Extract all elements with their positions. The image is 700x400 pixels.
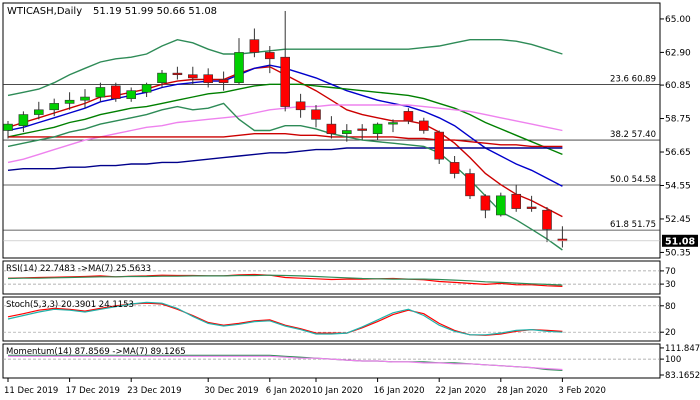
indicator-tick-label: 30 <box>665 280 676 290</box>
candle-body <box>234 52 244 83</box>
candle-body <box>326 123 337 134</box>
date-tick-label: 23 Dec 2019 <box>127 386 181 396</box>
candle-body <box>388 122 398 125</box>
candle-body <box>111 85 121 99</box>
date-tick-label: 6 Jan 2020 <box>266 386 312 396</box>
price-tick-label: 54.55 <box>665 181 691 191</box>
date-tick-label: 16 Jan 2020 <box>374 386 425 396</box>
chart-header-symbol: WTICASH,Daily <box>7 6 82 17</box>
price-tick-label: 60.85 <box>665 81 691 91</box>
price-tick-label: 56.65 <box>665 148 691 158</box>
main-panel-frame <box>2 2 661 259</box>
candle-body <box>18 114 29 127</box>
indicator-tick-label: 80 <box>665 302 676 312</box>
indicator-panel-label: Momentum(14) 87.8569 ->MA(7) 89.1265 <box>6 347 186 357</box>
indicator-panels: 70 30 RSI(14) 22.7483 ->MA(7) 25.5633 80 20 S… <box>2 260 700 381</box>
candle-body <box>95 87 106 98</box>
date-tick-label: 3 Feb 2020 <box>558 386 606 396</box>
indicator-tick-label: 70 <box>665 267 676 277</box>
candle-body <box>418 120 429 131</box>
overlay-line <box>7 147 563 171</box>
chart-header-ohlc: 51.19 51.99 50.66 51.08 <box>93 6 217 17</box>
candle-body <box>295 101 306 111</box>
indicator-panel-frame <box>2 260 661 295</box>
candle-body <box>141 83 152 93</box>
candle-body <box>495 195 506 216</box>
candle-body <box>480 195 491 211</box>
candle-body <box>249 39 260 53</box>
candle-body <box>449 162 460 174</box>
indicator-line <box>7 274 563 286</box>
indicator-line <box>7 273 563 287</box>
indicator-tick-label: 111.8472 <box>665 344 700 354</box>
candle-body <box>157 72 167 83</box>
price-tick-label: 52.45 <box>665 215 691 225</box>
price-tick-label: 50.35 <box>665 248 691 258</box>
candle-body <box>341 130 352 134</box>
candle-body <box>64 99 75 104</box>
indicator-tick-label: 83.1652 <box>665 371 700 381</box>
candle-body <box>80 96 90 101</box>
candle-body <box>188 74 198 79</box>
candle-body <box>311 109 321 120</box>
candle-body <box>126 90 136 99</box>
candle-body <box>203 74 213 83</box>
candle-body <box>465 173 475 197</box>
date-tick-label: 11 Dec 2019 <box>4 386 58 396</box>
indicator-panel-label: Stoch(5,3,3) 20.3901 24.1153 <box>6 300 134 310</box>
candle-body <box>172 72 183 76</box>
candle-body <box>280 56 291 107</box>
overlay-line <box>8 132 563 148</box>
indicator-panel-label: RSI(14) 22.7483 ->MA(7) 25.5633 <box>6 264 151 274</box>
candle-body <box>542 209 552 230</box>
last-price-box <box>662 234 698 247</box>
candle-body <box>403 111 414 122</box>
candle-body <box>511 193 522 209</box>
date-axis: 11 Dec 2019 17 Dec 2019 23 Dec 2019 30 Dec … <box>4 378 606 396</box>
main-price-panel: 65.00 62.90 60.85 58.75 56.65 54.55 52.45 50.35… <box>2 2 698 259</box>
price-tick-label: 65.00 <box>665 15 691 25</box>
date-tick-label: 22 Jan 2020 <box>435 386 486 396</box>
indicator-line <box>7 301 563 336</box>
candle-body <box>49 103 60 111</box>
indicator-line <box>8 355 563 371</box>
date-tick-label: 17 Dec 2019 <box>66 386 120 396</box>
fib-level-label: 50.0 54.58 <box>610 175 656 185</box>
indicator-panel-frame <box>2 296 661 342</box>
fib-level-label: 38.2 57.40 <box>610 130 656 140</box>
date-tick-label: 10 Jan 2020 <box>312 386 363 396</box>
date-tick-label: 30 Dec 2019 <box>204 386 258 396</box>
indicator-tick-label: 20 <box>665 328 676 338</box>
fib-level-label: 61.8 51.75 <box>610 220 656 230</box>
candle-body <box>526 206 537 209</box>
candle-body <box>3 123 13 131</box>
indicator-tick-label: 100 <box>665 355 681 365</box>
candle-body <box>372 123 383 134</box>
fib-level-label: 23.6 60.89 <box>610 74 656 84</box>
candle-body <box>218 79 229 83</box>
last-price-label: 51.08 <box>665 236 695 247</box>
price-tick-label: 58.75 <box>665 115 691 125</box>
candle-body <box>434 131 445 160</box>
date-tick-label: 28 Jan 2020 <box>497 386 548 396</box>
candle-body <box>33 109 44 115</box>
indicator-panel-frame <box>2 343 661 379</box>
candle-body <box>357 128 368 131</box>
price-tick-label: 62.90 <box>665 48 691 58</box>
candle-body <box>264 52 275 60</box>
